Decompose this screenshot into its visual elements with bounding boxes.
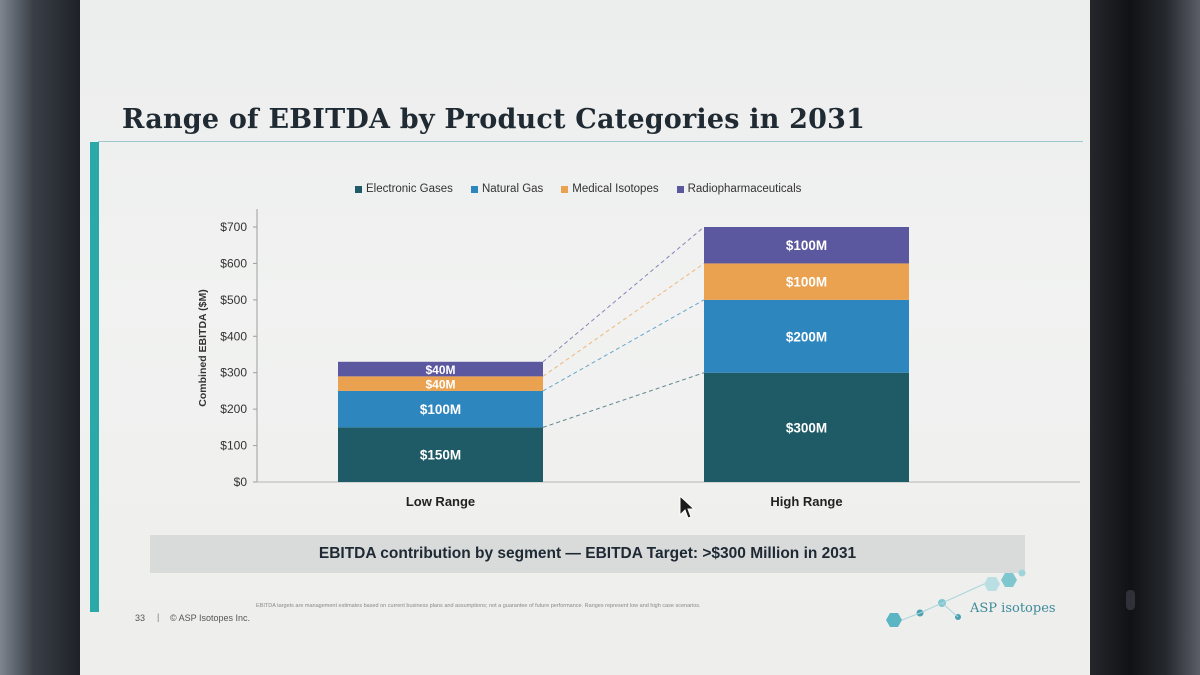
legend-item-radiopharmaceuticals: Radiopharmaceuticals xyxy=(676,183,802,195)
y-tick-label: $700 xyxy=(220,220,247,234)
y-axis-title: Combined EBITDA ($M) xyxy=(197,289,209,406)
bar-segment-electronic-gases xyxy=(338,427,543,482)
data-label: $200M xyxy=(786,329,827,344)
data-label: $300M xyxy=(786,420,827,435)
connector-line xyxy=(542,372,705,428)
bar-segment-electronic-gases xyxy=(704,372,909,482)
data-label: $100M xyxy=(786,238,827,253)
bar-segment-natural-gas xyxy=(704,299,909,373)
bar-segment-medical-isotopes xyxy=(704,263,909,300)
mouse-cursor-icon xyxy=(679,495,696,519)
connector-line xyxy=(542,299,705,392)
x-category-label: Low Range xyxy=(406,494,475,509)
x-category-label: High Range xyxy=(770,494,842,509)
company-logo-text: ASP isotopes xyxy=(970,601,1056,616)
y-tick-label: $200 xyxy=(220,402,247,416)
legend-label-radiopharmaceuticals: Radiopharmaceuticals xyxy=(687,183,802,195)
legend-item-natural-gas: Natural Gas xyxy=(470,183,544,195)
legend-swatch-medical-isotopes xyxy=(561,185,569,193)
legend-item-medical-isotopes: Medical Isotopes xyxy=(561,183,659,195)
slide-title: Range of EBITDA by Product Categories in… xyxy=(122,104,866,135)
chart-legend: Electronic Gases Natural Gas Medical Iso… xyxy=(355,183,801,195)
accent-bar xyxy=(90,142,99,612)
monitor-bezel-right xyxy=(1085,0,1200,675)
bar-segment-radiopharmaceuticals xyxy=(704,227,909,264)
legend-item-electronic-gases: Electronic Gases xyxy=(355,183,453,195)
bar-segment-natural-gas xyxy=(338,390,543,428)
data-label: $100M xyxy=(420,402,461,417)
disclaimer-text: EBITDA targets are management estimates … xyxy=(256,603,701,609)
connector-line xyxy=(542,226,705,363)
connector-line xyxy=(542,263,705,377)
footer-separator: | xyxy=(157,612,160,622)
y-tick-label: $400 xyxy=(220,329,247,343)
bar-segment-radiopharmaceuticals xyxy=(338,361,543,377)
target-banner: EBITDA contribution by segment — EBITDA … xyxy=(150,535,1025,573)
legend-swatch-electronic-gases xyxy=(355,185,362,193)
banner-text: EBITDA contribution by segment — EBITDA … xyxy=(318,545,857,562)
data-label: $100M xyxy=(786,275,827,290)
page-number: 33 xyxy=(135,613,146,623)
data-label: $150M xyxy=(420,448,461,463)
title-divider xyxy=(98,141,1083,142)
molecule-logo-icon xyxy=(886,569,1026,627)
legend-swatch-radiopharmaceuticals xyxy=(676,185,684,193)
y-tick-label: $0 xyxy=(234,475,248,489)
y-tick-label: $300 xyxy=(220,366,247,380)
scrollbar-handle[interactable] xyxy=(1126,590,1135,610)
legend-label-natural-gas: Natural Gas xyxy=(481,183,544,195)
data-label: $40M xyxy=(425,378,455,392)
y-tick-label: $500 xyxy=(220,293,247,307)
bar-segment-medical-isotopes xyxy=(338,376,543,391)
presentation-slide: Range of EBITDA by Product Categories in… xyxy=(80,0,1090,675)
monitor-bezel-left xyxy=(0,0,95,675)
legend-label-electronic-gases: Electronic Gases xyxy=(366,183,453,195)
copyright-text: © ASP Isotopes Inc. xyxy=(170,613,251,623)
legend-swatch-natural-gas xyxy=(470,185,478,193)
y-tick-label: $600 xyxy=(220,256,247,270)
y-tick-label: $100 xyxy=(220,439,247,453)
stacked-bar-chart: $0 $100 $200 $300 $400 $500 $600 $700 Combined E… xyxy=(197,209,1080,509)
legend-label-medical-isotopes: Medical Isotopes xyxy=(572,183,659,195)
data-label: $40M xyxy=(425,363,455,377)
